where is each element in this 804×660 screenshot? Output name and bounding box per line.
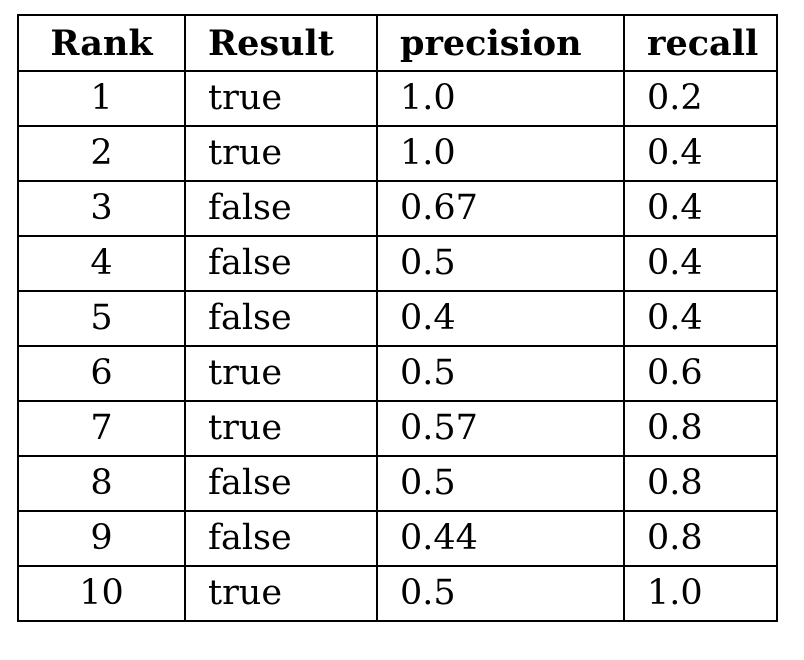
header-precision: precision	[376, 14, 625, 72]
precision-cell: 0.5	[376, 235, 625, 292]
header-result: Result	[184, 14, 378, 72]
recall-cell: 0.2	[623, 70, 778, 127]
rank-cell: 7	[17, 400, 186, 457]
result-cell: false	[184, 455, 378, 512]
header-row: Rank Result precision recall	[17, 14, 778, 72]
recall-cell: 0.4	[623, 180, 778, 237]
result-cell: false	[184, 510, 378, 567]
recall-cell: 0.4	[623, 235, 778, 292]
precision-cell: 0.5	[376, 345, 625, 402]
table-row: 6 true 0.5 0.6	[17, 345, 778, 402]
table-row: 3 false 0.67 0.4	[17, 180, 778, 237]
recall-cell: 0.8	[623, 400, 778, 457]
precision-cell: 0.4	[376, 290, 625, 347]
result-cell: false	[184, 290, 378, 347]
table-body: 1 true 1.0 0.2 2 true 1.0 0.4 3 false 0.…	[17, 70, 778, 622]
rank-cell: 10	[17, 565, 186, 622]
precision-cell: 0.5	[376, 565, 625, 622]
rank-cell: 8	[17, 455, 186, 512]
table-row: 7 true 0.57 0.8	[17, 400, 778, 457]
rank-cell: 9	[17, 510, 186, 567]
result-cell: true	[184, 345, 378, 402]
recall-cell: 0.8	[623, 455, 778, 512]
recall-cell: 0.6	[623, 345, 778, 402]
result-cell: true	[184, 565, 378, 622]
rank-cell: 4	[17, 235, 186, 292]
table-row: 5 false 0.4 0.4	[17, 290, 778, 347]
result-cell: false	[184, 235, 378, 292]
rank-cell: 3	[17, 180, 186, 237]
table-row: 10 true 0.5 1.0	[17, 565, 778, 622]
recall-cell: 0.4	[623, 125, 778, 182]
precision-cell: 1.0	[376, 70, 625, 127]
precision-cell: 1.0	[376, 125, 625, 182]
rank-cell: 5	[17, 290, 186, 347]
header-rank: Rank	[17, 14, 186, 72]
table-row: 1 true 1.0 0.2	[17, 70, 778, 127]
recall-cell: 1.0	[623, 565, 778, 622]
header-recall: recall	[623, 14, 778, 72]
rank-cell: 2	[17, 125, 186, 182]
precision-recall-table: Rank Result precision recall 1 true 1.0 …	[17, 14, 778, 622]
table-row: 8 false 0.5 0.8	[17, 455, 778, 512]
result-cell: true	[184, 400, 378, 457]
result-cell: true	[184, 125, 378, 182]
table-row: 2 true 1.0 0.4	[17, 125, 778, 182]
result-cell: true	[184, 70, 378, 127]
rank-cell: 6	[17, 345, 186, 402]
precision-cell: 0.44	[376, 510, 625, 567]
result-cell: false	[184, 180, 378, 237]
precision-cell: 0.67	[376, 180, 625, 237]
table-row: 4 false 0.5 0.4	[17, 235, 778, 292]
recall-cell: 0.8	[623, 510, 778, 567]
recall-cell: 0.4	[623, 290, 778, 347]
precision-cell: 0.5	[376, 455, 625, 512]
precision-cell: 0.57	[376, 400, 625, 457]
table-row: 9 false 0.44 0.8	[17, 510, 778, 567]
table-header: Rank Result precision recall	[17, 14, 778, 72]
rank-cell: 1	[17, 70, 186, 127]
